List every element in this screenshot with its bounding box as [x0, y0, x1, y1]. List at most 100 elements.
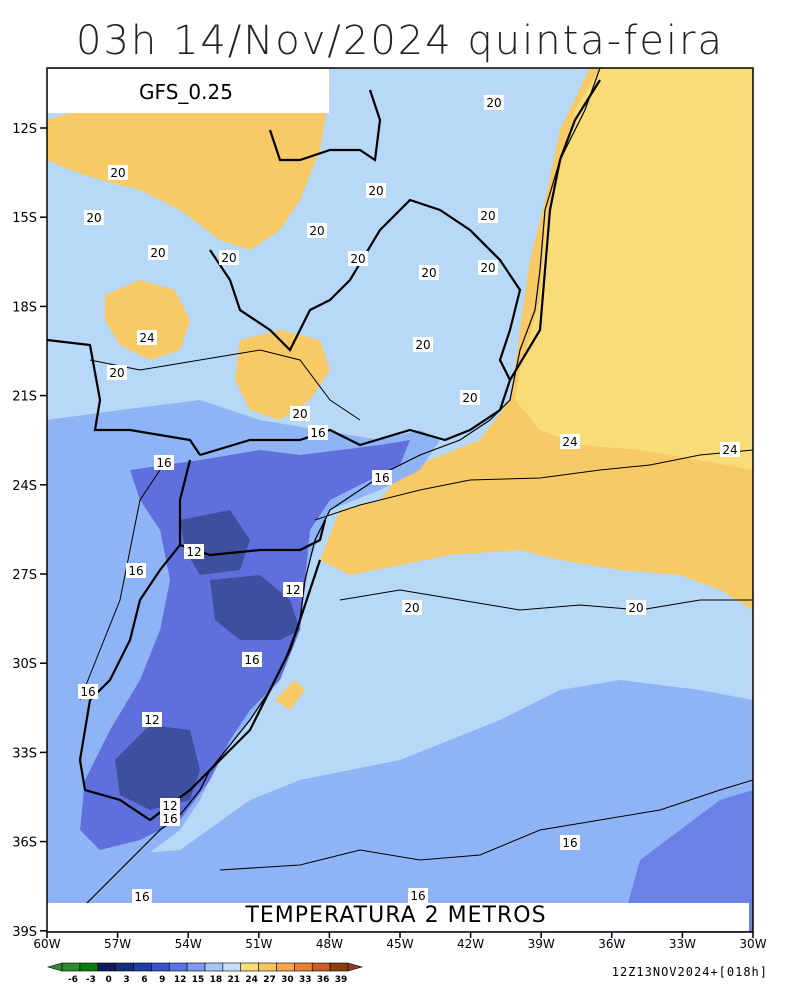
border-to-ba — [268, 89, 382, 162]
contour-16-line-west — [79, 469, 161, 701]
label-bg — [307, 223, 327, 238]
contour-label-16-d: 16 — [128, 564, 143, 578]
label-bg — [219, 250, 239, 265]
lon-tick-label: 60W — [33, 937, 60, 951]
colorbar-label: 24 — [245, 975, 258, 985]
contour-label-24-a: 24 — [139, 331, 154, 345]
contour-label-20-l: 20 — [415, 338, 430, 352]
label-bg — [132, 889, 152, 904]
colorbar-label: 9 — [159, 975, 165, 985]
colorbar-swatch — [311, 962, 331, 972]
lat-tick-label: 12S — [12, 122, 37, 137]
contour-20-line-interior — [89, 349, 361, 421]
contour-label-24-b: 24 — [562, 435, 577, 449]
label-bg — [419, 265, 439, 280]
contour-label-12-a: 12 — [186, 545, 201, 559]
colorbar-swatch — [186, 962, 206, 972]
contour-label-16-h: 16 — [562, 836, 577, 850]
colorbar-swatch — [240, 962, 259, 972]
contour-label-20-q: 20 — [628, 601, 643, 615]
contour-label-16-c: 16 — [374, 471, 389, 485]
contour-label-16-g: 16 — [162, 812, 177, 826]
field-warm-27 — [515, 68, 753, 470]
colorbar-swatch — [61, 962, 81, 972]
colorbar-arrow-right — [347, 962, 364, 972]
colorbar-swatch — [329, 962, 349, 972]
field-warm-24-central — [235, 330, 330, 420]
colorbar-label: 3 — [123, 975, 129, 985]
colorbar-swatch — [79, 962, 99, 972]
label-bg — [408, 888, 428, 903]
field-warm-patch-ocean — [275, 680, 305, 710]
lat-tick-label: 18S — [12, 300, 37, 315]
field-cool-18-south — [47, 680, 753, 932]
colorbar-label: 21 — [228, 975, 241, 985]
label-bg — [154, 455, 174, 470]
colorbar-swatch — [294, 962, 313, 972]
contour-label-group: 20 20 20 20 20 20 20 20 20 20 20 20 20 2… — [78, 95, 740, 904]
label-bg — [290, 406, 310, 421]
label-bg — [184, 544, 204, 559]
label-bg — [460, 390, 480, 405]
lon-tick-label: 33W — [669, 937, 696, 951]
field-label-box — [47, 903, 749, 931]
border-coast-ne — [509, 79, 601, 381]
colorbar-label: 33 — [299, 975, 312, 985]
label-bg — [478, 260, 498, 275]
lon-tick-label: 36W — [598, 937, 625, 951]
label-bg — [108, 165, 128, 180]
lon-tick-label: 30W — [739, 937, 766, 951]
colorbar-label: 36 — [317, 975, 330, 985]
lat-tick-label: 36S — [12, 836, 37, 851]
contour-label-20-a: 20 — [486, 96, 501, 110]
lat-tick-label: 24S — [12, 479, 37, 494]
latitude-axis: 12S 15S 18S 21S 24S 27S 30S 33S 36S 39S — [12, 122, 47, 940]
label-bg — [478, 208, 498, 223]
contour-lines — [79, 349, 753, 871]
colorbar-label: 18 — [210, 975, 223, 985]
contour-16-line-south — [219, 779, 753, 871]
label-bg — [308, 425, 328, 440]
colorbar-swatch — [204, 962, 224, 972]
contour-label-20-n: 20 — [462, 391, 477, 405]
contour-label-20-i: 20 — [480, 209, 495, 223]
label-bg — [148, 245, 168, 260]
contour-20-line — [339, 589, 753, 611]
model-label-box — [47, 69, 329, 113]
contour-label-20-h: 20 — [350, 252, 365, 266]
label-bg — [720, 442, 740, 457]
contour-label-20-j: 20 — [421, 266, 436, 280]
contour-24-line — [314, 449, 753, 521]
label-bg — [78, 684, 98, 699]
model-label: GFS_0.25 — [139, 80, 233, 104]
label-bg — [142, 712, 162, 727]
lon-tick-label: 45W — [386, 937, 413, 951]
label-bg — [484, 95, 504, 110]
lat-tick-label: 27S — [12, 568, 37, 583]
label-bg — [137, 330, 157, 345]
contour-label-16-e: 16 — [244, 653, 259, 667]
label-bg — [242, 652, 262, 667]
label-bg — [560, 434, 580, 449]
colorbar-swatch — [115, 962, 134, 972]
colorbar-swatch — [222, 962, 242, 972]
contour-label-20-k: 20 — [480, 261, 495, 275]
colorbar-label: 27 — [263, 975, 276, 985]
contour-label-20-o: 20 — [292, 407, 307, 421]
lon-tick-label: 42W — [457, 937, 484, 951]
label-bg — [372, 470, 392, 485]
contour-label-12-b: 12 — [285, 583, 300, 597]
run-info: 12Z13NOV2024+[018h] — [611, 965, 768, 979]
field-cool-16-southeast — [620, 790, 753, 932]
label-bg — [283, 582, 303, 597]
colorbar-label: 15 — [192, 975, 205, 985]
colorbar-swatch — [151, 962, 170, 972]
label-bg — [348, 251, 368, 266]
field-cold-12-c — [115, 725, 200, 810]
label-bg — [366, 183, 386, 198]
lon-tick-label: 39W — [528, 937, 555, 951]
lat-tick-label: 39S — [12, 925, 37, 940]
contour-label-16-j: 16 — [134, 890, 149, 904]
contour-label-16-a: 16 — [310, 426, 325, 440]
contour-label-20-p: 20 — [404, 601, 419, 615]
